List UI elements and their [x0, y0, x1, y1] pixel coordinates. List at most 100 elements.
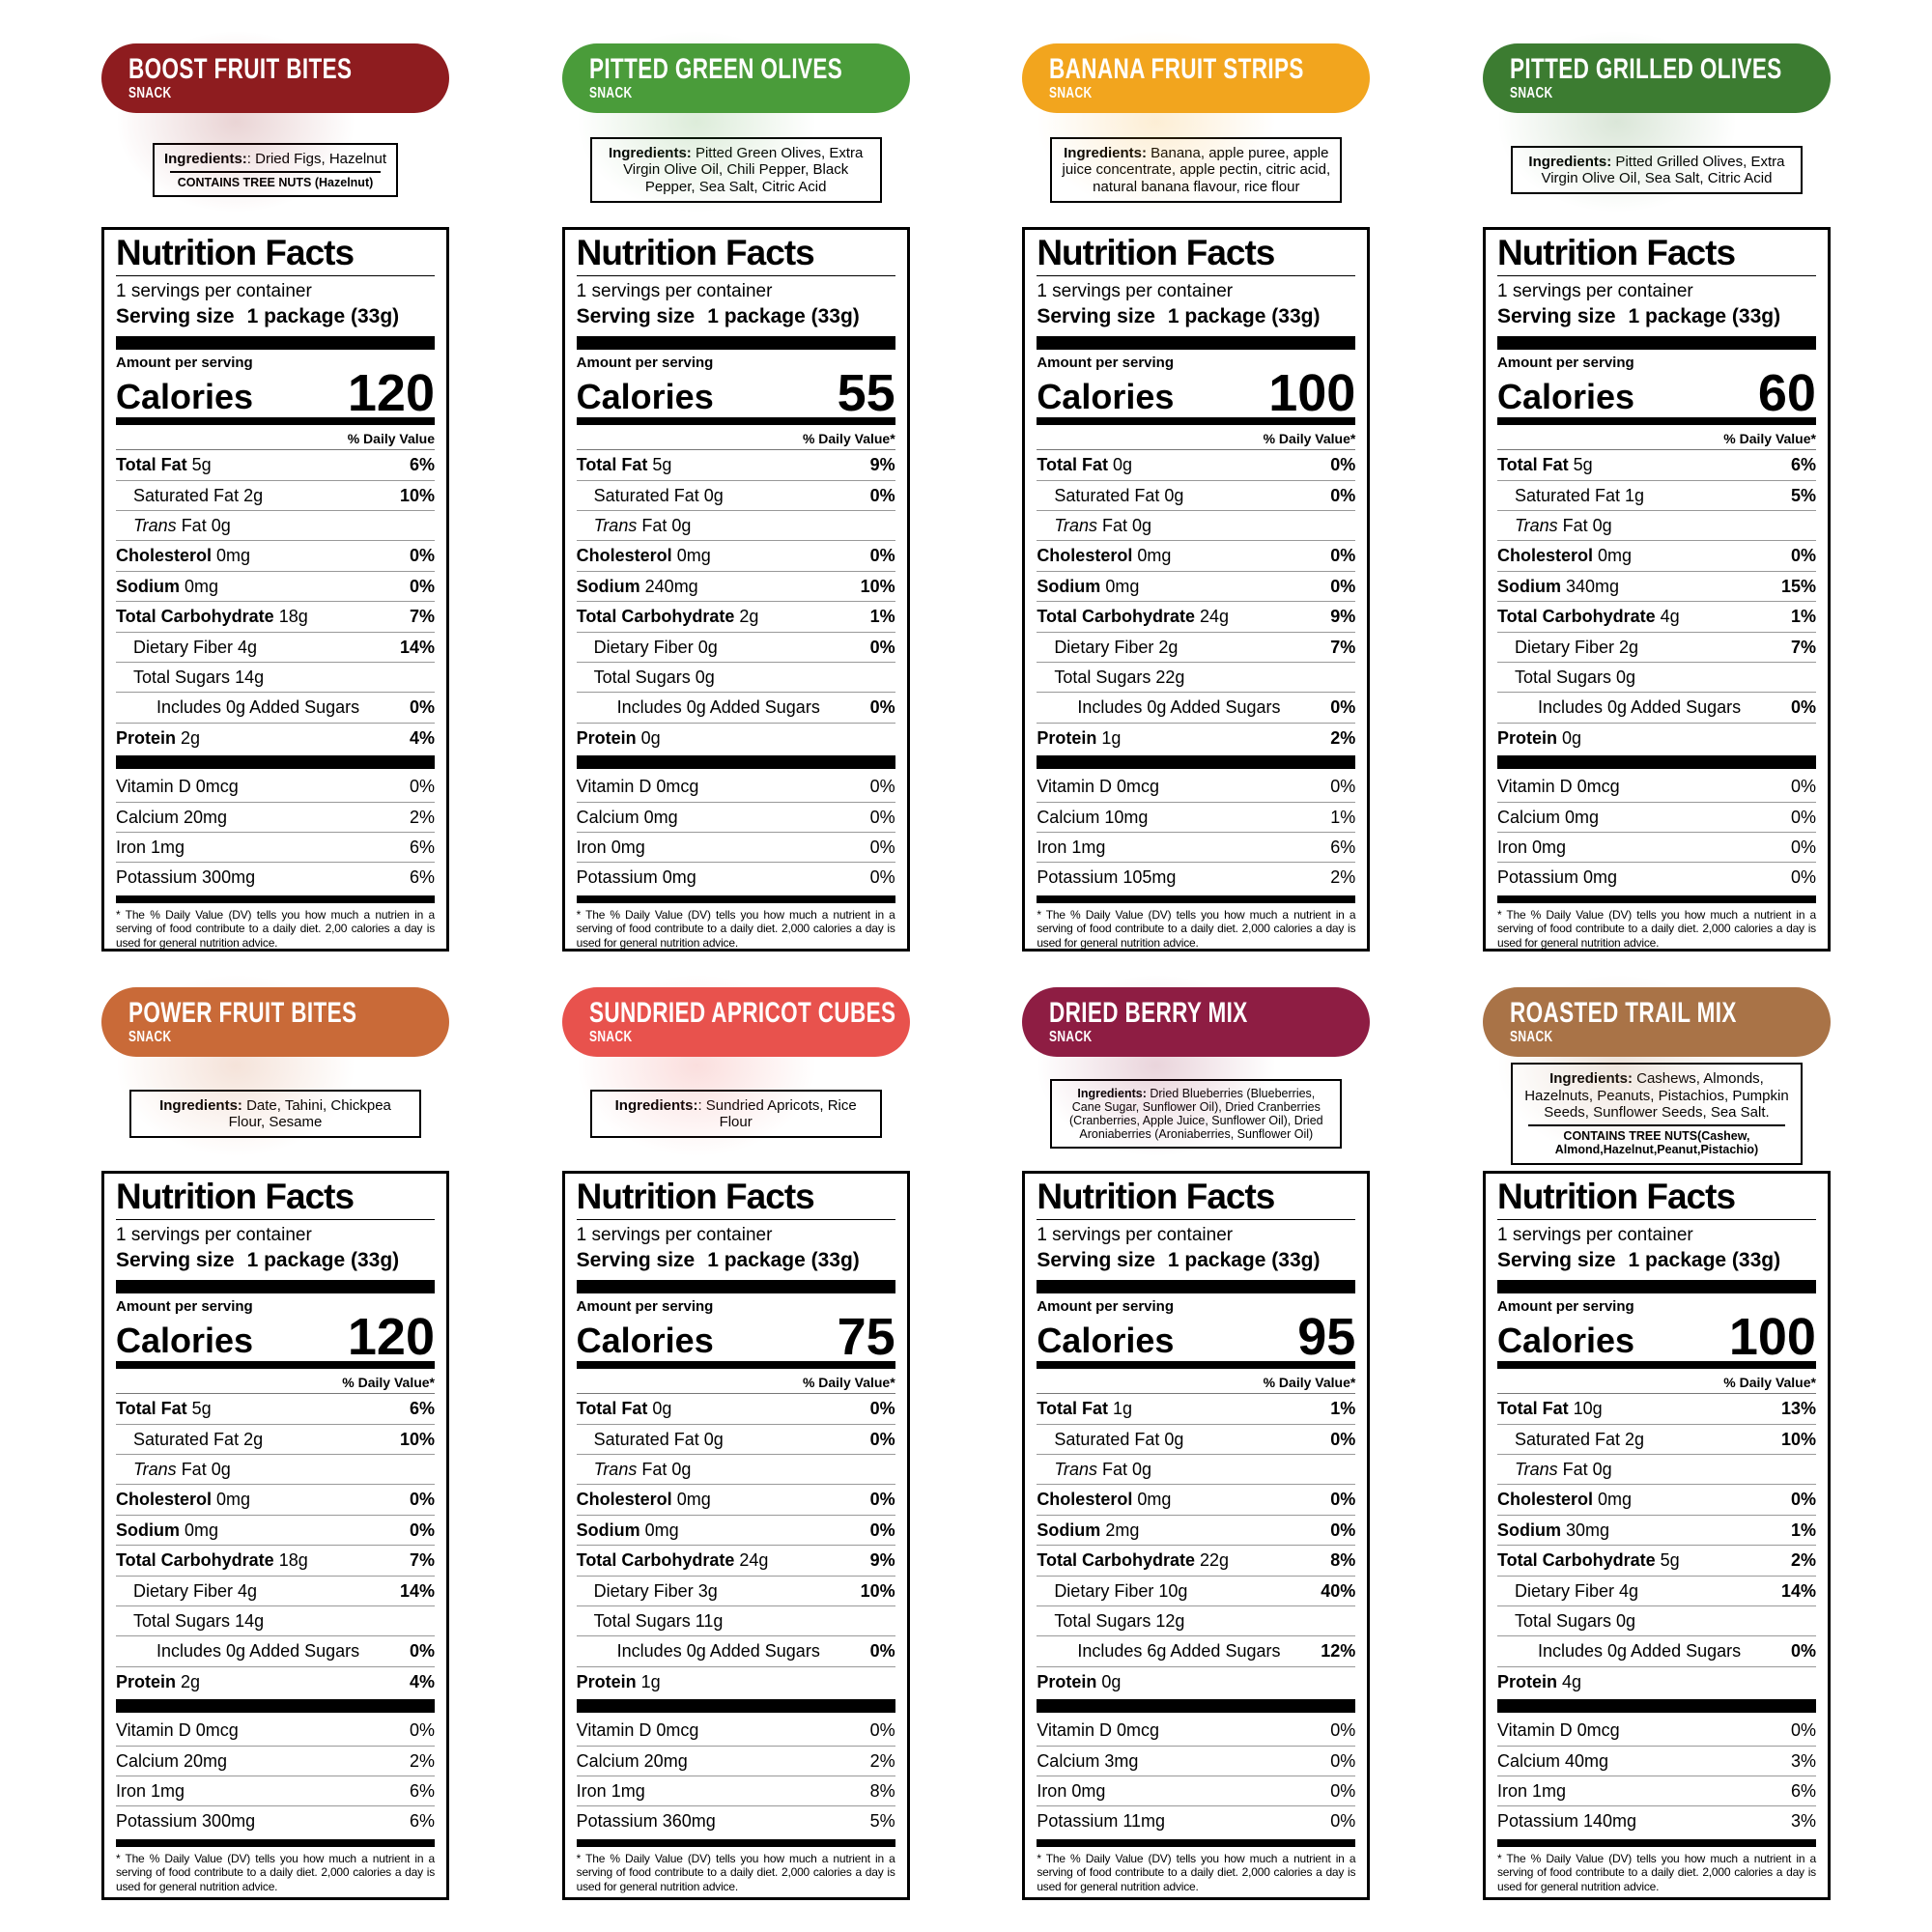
daily-value-percent: 0%	[1790, 546, 1816, 566]
nutrient-row: Total Carbohydrate 5g 2%	[1496, 1545, 1816, 1575]
nutrient-name: Total Sugars	[1054, 1610, 1151, 1631]
micronutrient-row: Iron 1mg 6%	[116, 1775, 435, 1805]
product-label-card: PITTED GREEN OLIVES SNACK Ingredients: Pit…	[561, 30, 910, 952]
nutrient-row: Dietary Fiber 3g 10%	[576, 1575, 895, 1605]
daily-value-percent: 0%	[1330, 455, 1356, 475]
daily-value-percent: 0%	[869, 546, 895, 566]
micronutrient-amount: 360mg	[662, 1811, 716, 1832]
nutrient-name: Cholesterol	[1037, 546, 1133, 566]
nutrient-amount: 0g	[671, 1460, 692, 1479]
micronutrient-row: Potassium 11mg 0%	[1037, 1805, 1356, 1835]
nutrient-amount: 0mg	[185, 576, 219, 596]
product-title: SUNDRIED APRICOT CUBES	[588, 996, 896, 1029]
product-label-card: DRIED BERRY MIX SNACK Ingredients: Dried B…	[1022, 974, 1371, 1900]
daily-value-percent: 0%	[409, 546, 435, 566]
separator-bar-thick	[576, 755, 895, 770]
nutrient-name: Saturated Fat	[1514, 485, 1621, 505]
nutrient-name-italic: Trans	[1514, 1460, 1558, 1479]
nutrient-row: Dietary Fiber 2g 7%	[1496, 631, 1816, 662]
micronutrient-amount: 11mg	[1122, 1811, 1166, 1832]
serving-size-value: 1 package (33g)	[1167, 1248, 1321, 1271]
nutrient-name: Fat	[1562, 1460, 1588, 1479]
micronutrient-amount: 300mg	[202, 1811, 256, 1832]
nutrient-row: Total Sugars 12g	[1037, 1605, 1356, 1635]
serving-size-value: 1 package (33g)	[246, 1248, 400, 1271]
daily-value-header: % Daily Value*	[1496, 1371, 1816, 1395]
nutrient-name-italic: Trans	[1514, 516, 1558, 535]
nutrient-row: Includes 6g Added Sugars 12%	[1037, 1635, 1356, 1665]
nutrient-amount: 0g	[695, 667, 715, 687]
nutrient-name: Total Fat	[116, 1399, 187, 1419]
nutrition-facts-panel: Nutrition Facts 1 servings per container S…	[101, 227, 449, 952]
micronutrient-row: Potassium 105mg 2%	[1037, 862, 1356, 892]
micronutrient-row: Potassium 0mg 0%	[576, 862, 895, 892]
nutrient-name-italic: Trans	[1054, 1460, 1097, 1479]
nutrient-amount: 2g	[181, 727, 201, 748]
nutrient-row: Trans Fat 0g	[576, 510, 895, 540]
micronutrient-rows: Vitamin D 0mcg 0% Calcium 20mg 2% Iron 1mg 6% Pot…	[116, 1716, 435, 1836]
allergen-divider	[1527, 1123, 1785, 1126]
nutrient-name: Total Sugars	[133, 1610, 231, 1631]
nutrition-facts-title: Nutrition Facts	[1496, 1178, 1816, 1220]
serving-size-line: Serving size 1 package (33g)	[577, 1247, 895, 1277]
nutrient-amount: 30mg	[1565, 1520, 1609, 1540]
serving-size-label: Serving size	[576, 304, 696, 327]
nutrient-row: Sodium 0mg 0%	[116, 570, 435, 601]
daily-value-footnote: * The % Daily Value (DV) tells you how m…	[576, 1851, 895, 1893]
servings-per-container: 1 servings per container	[576, 280, 773, 301]
micronutrient-name: Calcium	[1037, 1750, 1100, 1771]
nutrient-amount: 5g	[1660, 1550, 1680, 1571]
nutrient-amount: 0mg	[1105, 576, 1140, 596]
nutrient-name: Dietary Fiber	[1514, 1580, 1614, 1601]
micronutrient-amount: 0mcg	[195, 777, 239, 797]
servings-per-container: 1 servings per container	[1037, 1224, 1234, 1245]
servings-per-container: 1 servings per container	[1496, 1224, 1693, 1245]
micronutrient-percent: 0%	[409, 1720, 435, 1741]
nutrient-row: Dietary Fiber 0g 0%	[576, 631, 895, 662]
micronutrient-name: Iron	[1496, 837, 1527, 857]
daily-value-percent: 0%	[869, 1429, 895, 1449]
nutrient-name: Total Fat	[1496, 455, 1569, 475]
separator-bar-thick	[1496, 1699, 1816, 1714]
nutrient-amount: 2g	[181, 1671, 201, 1691]
daily-value-percent: 14%	[399, 637, 435, 657]
micronutrient-amount: 0mg	[1583, 867, 1618, 888]
daily-value-header: % Daily Value*	[576, 427, 895, 451]
nutrient-amount: 0mg	[1137, 1490, 1172, 1510]
separator-bar-medium	[1037, 1361, 1356, 1370]
micronutrient-amount: 40mg	[1564, 1750, 1609, 1771]
micronutrient-row: Calcium 0mg 0%	[576, 801, 895, 832]
nutrient-rows: Total Fat 5g 9% Saturated Fat 0g 0% Trans Fat 0g…	[576, 450, 895, 753]
micronutrient-percent: 2%	[1330, 867, 1356, 888]
daily-value-percent: 0%	[1330, 485, 1356, 505]
separator-bar-medium	[1037, 895, 1356, 903]
micronutrient-percent: 0%	[1330, 1811, 1356, 1832]
nutrient-row: Saturated Fat 1g 5%	[1496, 479, 1816, 510]
nutrient-row: Trans Fat 0g	[1496, 1454, 1816, 1484]
nutrient-amount: 24g	[1200, 607, 1230, 627]
nutrient-name: Total Sugars	[593, 1610, 691, 1631]
nutrient-row: Protein 2g 4%	[116, 1665, 435, 1696]
nutrient-amount: 2g	[243, 485, 264, 505]
nutrient-row: Trans Fat 0g	[116, 510, 435, 540]
nutrient-row: Trans Fat 0g	[576, 1454, 895, 1484]
nutrient-name: Cholesterol	[576, 546, 672, 566]
micronutrient-percent: 6%	[409, 1780, 435, 1801]
nutrient-name: Dietary Fiber	[593, 637, 694, 657]
daily-value-percent: 0%	[869, 485, 895, 505]
ingredients-box: Ingredients: Banana, apple puree, apple …	[1050, 137, 1343, 203]
nutrient-amount: 2g	[1158, 637, 1179, 657]
nutrient-row: Protein 0g	[1496, 722, 1816, 753]
micronutrient-amount: 1mg	[1532, 1780, 1567, 1801]
daily-value-percent: 10%	[399, 485, 435, 505]
daily-value-percent: 4%	[409, 727, 435, 748]
micronutrient-percent: 0%	[869, 837, 895, 857]
daily-value-percent: 13%	[1780, 1399, 1816, 1419]
nutrient-amount: 10g	[1573, 1399, 1603, 1419]
nutrient-name: Saturated Fat	[133, 1429, 240, 1449]
nutrient-name: Cholesterol	[116, 546, 213, 566]
separator-bar-medium	[1496, 1838, 1816, 1847]
nutrition-facts-panel: Nutrition Facts 1 servings per container S…	[561, 227, 910, 952]
separator-bar-medium	[576, 1838, 895, 1847]
product-category-tag: SNACK	[1509, 1029, 1553, 1046]
